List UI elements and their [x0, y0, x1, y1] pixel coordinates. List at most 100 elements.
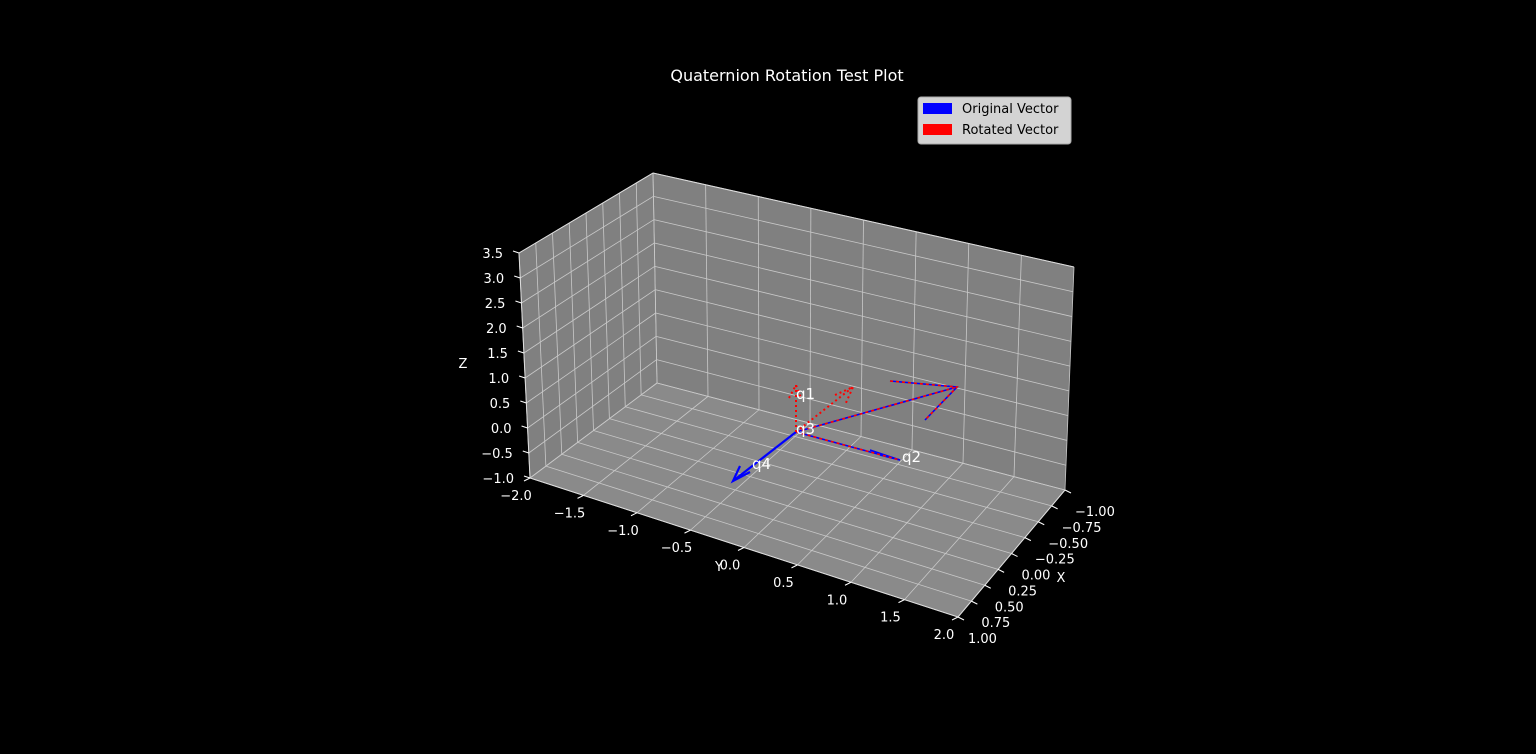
y-axis-label: Y — [714, 560, 723, 575]
y-tick-label: 1.5 — [880, 611, 901, 626]
grid-back-y — [1064, 266, 1075, 491]
grid-back-y — [962, 243, 970, 464]
y-tick — [737, 547, 745, 551]
y-tick — [951, 616, 959, 621]
y-tick — [630, 512, 638, 517]
rotated-vector-q3 — [795, 386, 854, 433]
z-tick — [514, 275, 521, 279]
grid-left-z — [524, 289, 656, 379]
x-tick — [984, 584, 991, 589]
z-tick — [515, 300, 522, 304]
z-tick — [517, 350, 525, 354]
annotation-q1: q1 — [796, 385, 815, 403]
axis-edge — [652, 172, 1075, 268]
y-tick — [898, 599, 905, 604]
legend-swatch-original — [923, 103, 952, 114]
x-tick-label: 0.75 — [981, 616, 1010, 631]
grid-left-x — [635, 182, 642, 395]
grid-back-y — [1013, 255, 1022, 477]
z-tick — [521, 425, 528, 429]
original-arrowhead-q2 — [869, 449, 901, 461]
axis-edge — [518, 172, 654, 254]
grid-back-y — [860, 219, 864, 437]
x-tick-label: −0.75 — [1062, 521, 1102, 536]
grid-left-z — [522, 242, 655, 329]
grid-back-z — [654, 242, 1072, 342]
grid-left-x — [652, 172, 658, 384]
grid-back-y — [809, 208, 812, 424]
grid-floor-x — [641, 394, 1052, 507]
x-tick — [971, 600, 978, 605]
annotation-q3: q3 — [796, 420, 815, 438]
x-tick-label: −0.50 — [1048, 537, 1088, 552]
z-tick-label: −1.0 — [482, 472, 514, 487]
y-tick-label: 0.0 — [720, 559, 741, 574]
x-tick-label: 0.00 — [1022, 569, 1051, 584]
grid-left-z — [520, 195, 654, 279]
grid-left-x — [552, 232, 563, 455]
grid-left-z — [528, 359, 657, 454]
x-tick — [1024, 537, 1032, 542]
z-tick-label: 3.0 — [484, 272, 505, 287]
y-tick-label: −1.0 — [607, 524, 639, 539]
x-tick — [1051, 505, 1058, 510]
y-tick — [577, 494, 584, 499]
grid-left-z — [529, 382, 658, 479]
z-tick-label: 1.5 — [487, 347, 508, 362]
z-tick-label: 1.0 — [488, 372, 509, 387]
x-tick — [1011, 553, 1018, 557]
x-tick-label: −0.25 — [1035, 553, 1075, 568]
grid-lines — [518, 172, 1075, 618]
z-tick — [518, 375, 526, 379]
vectors — [730, 380, 959, 484]
z-tick-label: 0.0 — [491, 422, 512, 437]
z-tick-label: −0.5 — [481, 447, 513, 462]
x-tick-label: −1.00 — [1075, 505, 1115, 520]
original-arrowhead-q4 — [730, 465, 751, 484]
grid-back-z — [655, 289, 1070, 392]
y-tick-label: −2.0 — [500, 489, 532, 504]
grid-left-x — [619, 192, 626, 407]
grid-back-z — [655, 312, 1069, 417]
rotated-arrowhead-q3 — [834, 385, 855, 406]
annotation-q4: q4 — [752, 455, 771, 473]
z-tick — [516, 325, 523, 329]
grid-floor-x — [545, 465, 972, 602]
rotated-vector — [795, 386, 958, 433]
legend: Original Vector Rotated Vector — [917, 96, 1072, 145]
z-tick-label: 2.5 — [485, 297, 506, 312]
x-tick-label: 0.50 — [995, 600, 1024, 615]
y-tick-label: 0.5 — [773, 576, 794, 591]
y-tick-label: 1.0 — [827, 593, 848, 608]
grid-left-z — [521, 219, 655, 304]
annotation-q2: q2 — [902, 448, 921, 466]
chart-title: Quaternion Rotation Test Plot — [670, 66, 903, 85]
y-tick — [791, 564, 798, 569]
z-tick-label: 3.5 — [482, 247, 503, 262]
grid-left-x — [602, 202, 610, 419]
annotations: q1 q2 q3 q4 — [752, 385, 921, 473]
z-tick — [520, 400, 527, 404]
y-tick-label: −1.5 — [554, 506, 586, 521]
legend-swatch-rotated — [923, 124, 952, 135]
original-vector-q4 — [732, 431, 797, 482]
x-tick — [957, 616, 965, 621]
grid-floor-x — [625, 406, 1039, 523]
grid-left-z — [526, 312, 656, 404]
z-tick — [522, 450, 529, 454]
y-tick — [523, 477, 531, 482]
grid-back-z — [656, 382, 1066, 491]
grid-back-z — [653, 195, 1074, 293]
x-tick-label: 1.00 — [968, 632, 997, 647]
z-axis-label: Z — [459, 357, 468, 372]
grid-back-z — [654, 265, 1071, 367]
axis-edge — [518, 252, 531, 479]
grid-back-y — [705, 184, 709, 397]
y-tick-label: −0.5 — [661, 541, 693, 556]
pane-floor — [530, 383, 1065, 617]
x-tick-label: 0.25 — [1008, 584, 1037, 599]
y-tick — [844, 581, 852, 586]
z-tick-label: 2.0 — [486, 322, 507, 337]
grid-left-z — [523, 265, 655, 354]
grid-back-z — [656, 359, 1067, 466]
